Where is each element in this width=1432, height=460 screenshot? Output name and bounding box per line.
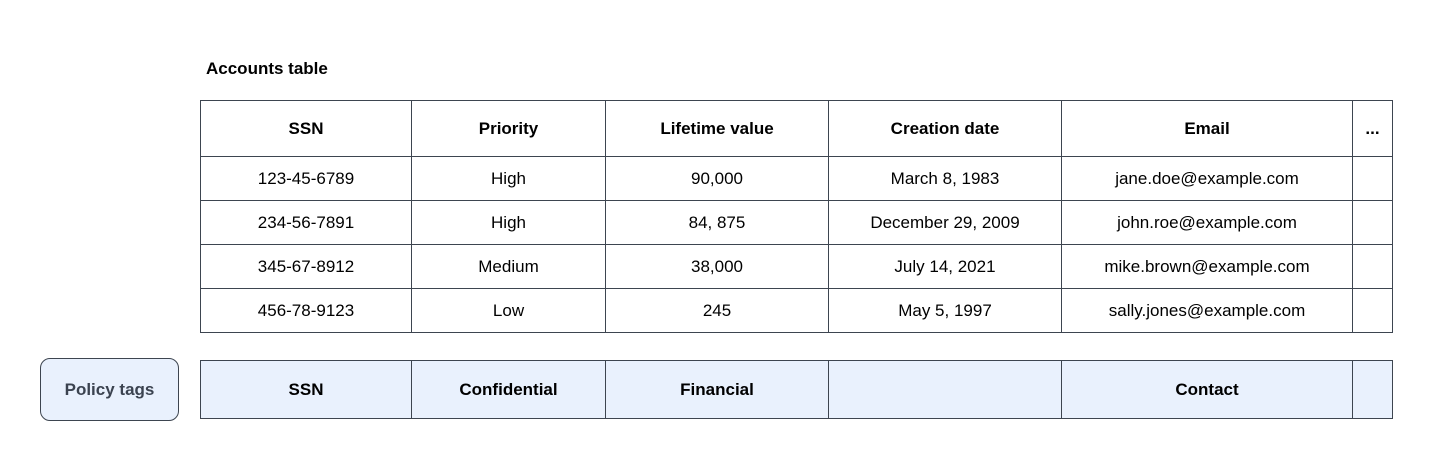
policy-row: SSN Confidential Financial Contact (200, 360, 1393, 419)
table-cell: Medium (411, 244, 606, 289)
policy-tag-ssn: SSN (200, 360, 412, 419)
table-cell: High (411, 156, 606, 201)
table-cell (1352, 288, 1393, 333)
table-cell: July 14, 2021 (828, 244, 1062, 289)
policy-tags-row: SSN Confidential Financial Contact (200, 360, 1393, 419)
column-header-lifetime-value: Lifetime value (605, 100, 829, 157)
table-row: 345-67-8912 Medium 38,000 July 14, 2021 … (200, 244, 1393, 289)
table-cell (1352, 156, 1393, 201)
table-row: 234-56-7891 High 84, 875 December 29, 20… (200, 200, 1393, 245)
table-cell (1352, 200, 1393, 245)
table-cell: mike.brown@example.com (1061, 244, 1353, 289)
table-row: 123-45-6789 High 90,000 March 8, 1983 ja… (200, 156, 1393, 201)
accounts-table: SSN Priority Lifetime value Creation dat… (200, 100, 1393, 333)
policy-tag-confidential: Confidential (411, 360, 606, 419)
column-header-ssn: SSN (200, 100, 412, 157)
table-cell: Low (411, 288, 606, 333)
table-cell: High (411, 200, 606, 245)
table-cell: 123-45-6789 (200, 156, 412, 201)
column-header-more: ... (1352, 100, 1393, 157)
table-cell: sally.jones@example.com (1061, 288, 1353, 333)
table-cell: 90,000 (605, 156, 829, 201)
table-cell: December 29, 2009 (828, 200, 1062, 245)
table-cell: 84, 875 (605, 200, 829, 245)
column-header-priority: Priority (411, 100, 606, 157)
table-cell: March 8, 1983 (828, 156, 1062, 201)
table-cell: 345-67-8912 (200, 244, 412, 289)
policy-tag-contact: Contact (1061, 360, 1353, 419)
policy-tags-chip: Policy tags (40, 358, 179, 421)
table-cell (1352, 244, 1393, 289)
table-cell: john.roe@example.com (1061, 200, 1353, 245)
table-cell: 456-78-9123 (200, 288, 412, 333)
table-cell: 234-56-7891 (200, 200, 412, 245)
table-cell: May 5, 1997 (828, 288, 1062, 333)
table-title: Accounts table (206, 59, 328, 78)
policy-tag-financial: Financial (605, 360, 829, 419)
policy-tag-empty (828, 360, 1062, 419)
table-cell: 38,000 (605, 244, 829, 289)
table-row: 456-78-9123 Low 245 May 5, 1997 sally.jo… (200, 288, 1393, 333)
header-row: SSN Priority Lifetime value Creation dat… (200, 100, 1393, 157)
policy-tag-empty-last (1352, 360, 1393, 419)
column-header-email: Email (1061, 100, 1353, 157)
table-cell: jane.doe@example.com (1061, 156, 1353, 201)
table-cell: 245 (605, 288, 829, 333)
column-header-creation-date: Creation date (828, 100, 1062, 157)
